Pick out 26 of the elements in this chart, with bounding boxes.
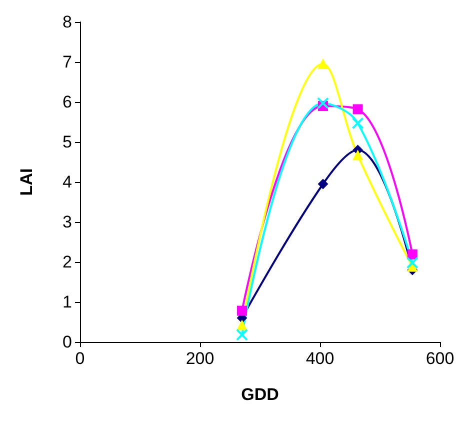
point <box>317 97 329 110</box>
point <box>236 328 248 341</box>
y-tick-label: 8 <box>62 12 72 32</box>
point <box>406 256 418 269</box>
point <box>237 320 247 330</box>
y-tick-label: 5 <box>62 132 72 152</box>
x-tick-label: 200 <box>186 349 214 368</box>
point <box>352 150 363 160</box>
x-axis-title: GDD <box>241 385 279 404</box>
point <box>237 306 247 316</box>
x-tick-label: 600 <box>426 349 454 368</box>
point <box>352 104 363 114</box>
point <box>318 59 328 69</box>
y-tick-label: 0 <box>62 332 72 352</box>
y-axis-title: LAI <box>17 168 36 196</box>
y-tick-label: 1 <box>62 292 72 312</box>
point <box>407 249 418 260</box>
y-tick-label: 2 <box>62 252 72 272</box>
y-tick-label: 6 <box>62 92 72 112</box>
point <box>352 117 364 130</box>
x-tick-label: 400 <box>306 349 334 368</box>
y-tick-label: 7 <box>62 52 72 72</box>
point <box>318 179 328 189</box>
x-tick-label: 0 <box>75 349 85 368</box>
y-tick-label: 4 <box>62 172 72 192</box>
y-tick-label: 3 <box>62 212 72 232</box>
